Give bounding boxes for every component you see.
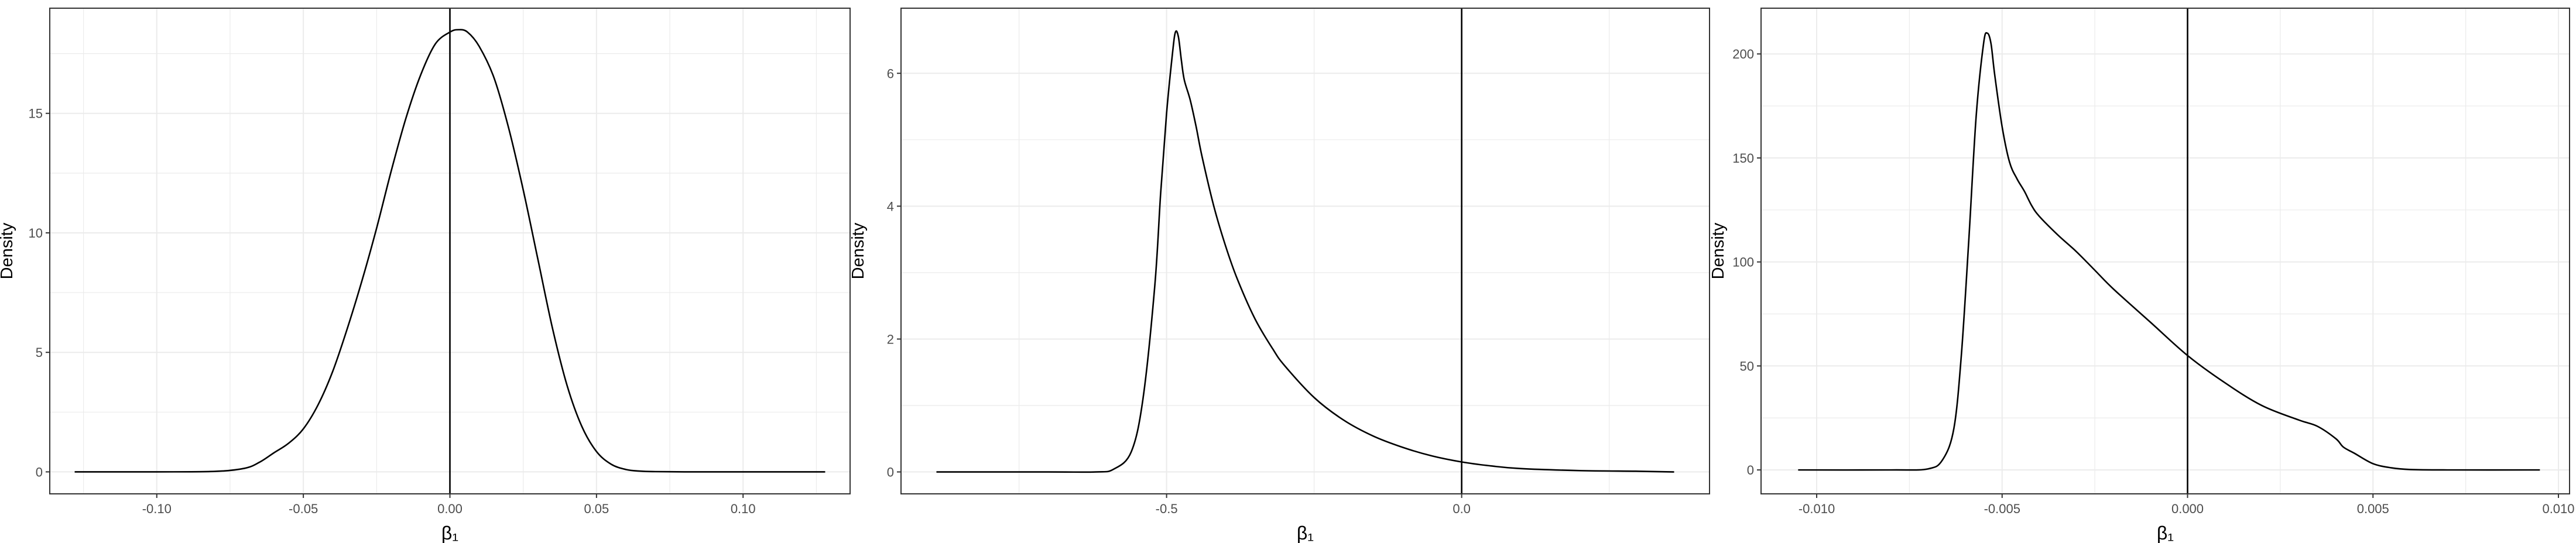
density-curve-2 [936, 30, 1674, 473]
y-axis-ticks-1: 0 5 10 15 [29, 106, 50, 479]
density-curve-3 [1798, 32, 2540, 471]
y-tick-label: 6 [887, 66, 894, 81]
plot-border-2 [900, 8, 1710, 494]
y-axis-label-1: Density [0, 222, 16, 279]
x-axis-ticks-2: -0.5 0.0 [1156, 494, 1471, 516]
y-tick-label: 5 [36, 345, 43, 360]
x-tick-label: -0.05 [289, 501, 318, 516]
density-panel-2: -0.5 0.0 0 2 4 6 β₁ Density [849, 8, 1710, 543]
plot-area-2 [901, 8, 1710, 494]
x-tick-label: -0.005 [1984, 501, 2020, 516]
x-axis-label-3: β₁ [2157, 523, 2174, 543]
x-tick-label: 0.0 [1453, 501, 1471, 516]
plot-border-3 [1760, 8, 2570, 494]
density-panel-3: -0.010 -0.005 0.000 0.005 0.010 0 50 100 150 200… [1709, 8, 2575, 543]
y-axis-label-2: Density [849, 222, 868, 279]
y-tick-label: 2 [887, 332, 894, 346]
x-tick-label: -0.010 [1799, 501, 1835, 516]
y-axis-label-3: Density [1709, 222, 1728, 279]
x-tick-label: 0.00 [437, 501, 463, 516]
x-axis-ticks-1: -0.10 -0.05 0.00 0.05 0.10 [142, 494, 756, 516]
x-tick-label: -0.5 [1156, 501, 1178, 516]
y-axis-ticks-3: 0 50 100 150 200 [1732, 47, 1761, 477]
x-axis-label-1: β₁ [441, 523, 458, 543]
y-tick-label: 200 [1732, 47, 1754, 61]
y-tick-label: 100 [1732, 255, 1754, 270]
x-tick-label: 0.005 [2357, 501, 2389, 516]
y-tick-label: 0 [36, 465, 43, 479]
y-tick-label: 15 [29, 106, 43, 121]
x-tick-label: 0.010 [2542, 501, 2574, 516]
y-tick-label: 10 [29, 226, 43, 240]
y-tick-label: 4 [887, 199, 894, 214]
y-axis-ticks-2: 0 2 4 6 [887, 66, 901, 480]
y-tick-label: 0 [1747, 463, 1754, 477]
y-tick-label: 150 [1732, 151, 1754, 166]
x-axis-label-2: β₁ [1297, 523, 1314, 543]
x-tick-label: 0.000 [2171, 501, 2204, 516]
y-tick-label: 50 [1740, 359, 1754, 373]
x-tick-label: 0.05 [584, 501, 609, 516]
plot-area-3 [1761, 8, 2570, 494]
density-panel-1: -0.10 -0.05 0.00 0.05 0.10 0 5 10 15 β₁ Density [0, 8, 851, 543]
x-tick-label: 0.10 [731, 501, 756, 516]
x-axis-ticks-3: -0.010 -0.005 0.000 0.005 0.010 [1799, 494, 2575, 516]
x-tick-label: -0.10 [142, 501, 172, 516]
y-tick-label: 0 [887, 465, 894, 480]
density-curve-1 [74, 29, 825, 473]
